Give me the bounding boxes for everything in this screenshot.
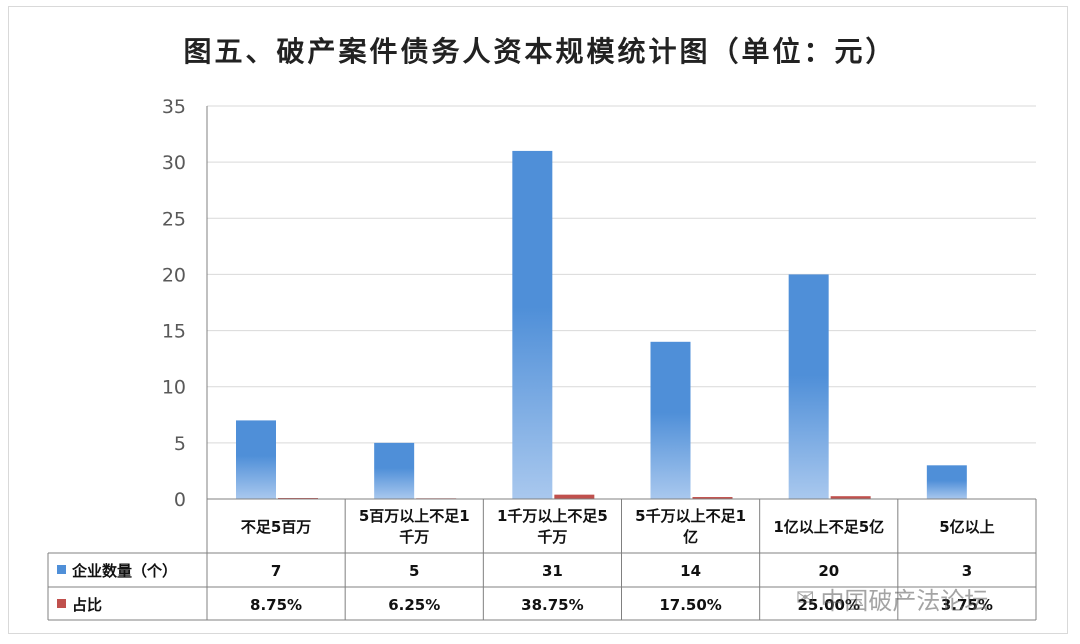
data-label-ratio: 8.75% — [250, 596, 302, 614]
category-label: 1千万以上不足5 — [497, 507, 608, 525]
y-tick-label: 0 — [174, 489, 186, 511]
data-label-ratio: 3.75% — [941, 596, 993, 614]
legend-marker-ratio — [57, 599, 66, 608]
data-label-ratio: 6.25% — [388, 596, 440, 614]
bar-count — [512, 150, 553, 499]
data-label-count: 7 — [271, 562, 281, 580]
legend-label-ratio: 占比 — [72, 596, 102, 614]
y-tick-label: 30 — [162, 152, 186, 174]
bar-ratio — [692, 497, 733, 499]
bar-ratio — [554, 494, 595, 499]
bar-count — [788, 274, 829, 499]
bar-ratio — [830, 496, 871, 499]
bar-count — [926, 465, 967, 499]
category-label: 1亿以上不足5亿 — [773, 518, 884, 536]
data-label-count: 20 — [818, 562, 839, 580]
data-label-count: 5 — [409, 562, 419, 580]
y-tick-label: 5 — [174, 433, 186, 455]
category-label: 千万 — [537, 528, 567, 546]
category-label: 千万 — [399, 528, 429, 546]
legend-marker-count — [57, 565, 66, 574]
chart-title: 图五、破产案件债务人资本规模统计图（单位：元） — [183, 35, 897, 68]
wechat-icon: ✉ — [796, 585, 815, 611]
category-label: 5亿以上 — [939, 518, 994, 536]
data-label-ratio: 25.00% — [798, 596, 860, 614]
data-label-count: 31 — [542, 562, 563, 580]
watermark-text: 中国破产法论坛 — [820, 586, 989, 615]
watermark: ✉ 中国破产法论坛 — [796, 578, 1056, 618]
y-tick-label: 15 — [162, 321, 186, 343]
data-label-count: 3 — [962, 562, 972, 580]
category-label: 5百万以上不足1 — [359, 507, 470, 525]
bar-count — [650, 341, 691, 499]
bar-count — [374, 442, 415, 499]
category-label: 不足5百万 — [241, 518, 311, 536]
bar-count — [236, 420, 276, 499]
data-label-count: 14 — [680, 562, 701, 580]
category-label: 亿 — [683, 528, 698, 546]
category-label: 5千万以上不足1 — [635, 507, 746, 525]
y-tick-label: 25 — [162, 208, 186, 230]
y-tick-label: 35 — [162, 96, 186, 118]
data-label-ratio: 17.50% — [659, 596, 721, 614]
data-label-ratio: 38.75% — [521, 596, 583, 614]
legend-label-count: 企业数量（个） — [71, 562, 177, 580]
y-tick-label: 20 — [162, 264, 186, 286]
y-tick-label: 10 — [162, 377, 186, 399]
